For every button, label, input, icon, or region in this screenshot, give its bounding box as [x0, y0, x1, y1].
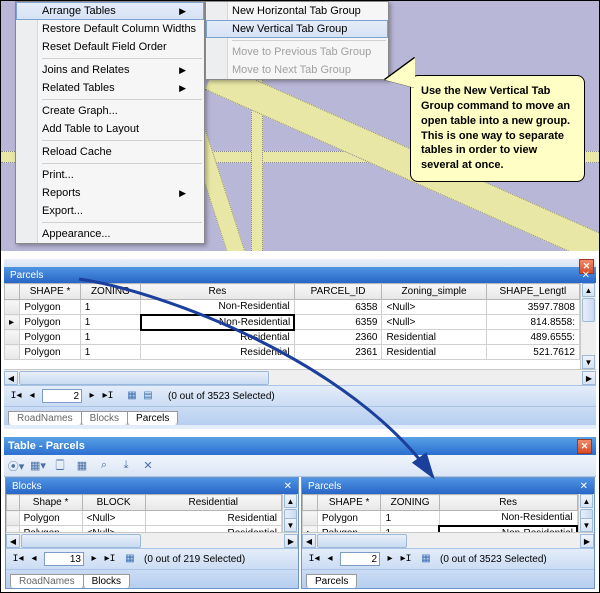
tool-find-icon[interactable]: ⌕ [96, 458, 112, 474]
menu-item[interactable]: Restore Default Column Widths [16, 20, 204, 38]
tab-roadnames[interactable]: RoadNames [8, 411, 82, 425]
menu-item[interactable]: Export... [16, 202, 204, 220]
tab-header-parcels[interactable]: Parcels✕ [4, 267, 596, 283]
menu-item[interactable]: Reports▶ [16, 184, 204, 202]
tab-header-blocks[interactable]: Blocks✕ [6, 478, 298, 494]
bottom-window: Table - Parcels ✕ ⦿▾ ▦▾ 🀆 ▦ ⌕ ⤓ ✕ Blocks… [4, 437, 596, 589]
tab-blocks[interactable]: Blocks [81, 411, 128, 425]
tab-blocks[interactable]: Blocks [83, 574, 130, 588]
menu-item[interactable]: Print... [16, 166, 204, 184]
close-icon[interactable]: ✕ [577, 439, 592, 454]
menu-item[interactable]: Appearance... [16, 225, 204, 243]
hscroll[interactable]: ◀▶ [4, 369, 596, 385]
menu-item[interactable]: Reset Default Field Order [16, 38, 204, 56]
menu-item[interactable]: New Vertical Tab Group [206, 20, 388, 38]
grid-parcels-top[interactable]: SHAPE *ZONINGResPARCEL_IDZoning_simpleSH… [4, 283, 596, 369]
page-input[interactable] [42, 389, 82, 403]
selection-status: (0 out of 3523 Selected) [168, 391, 275, 402]
menu-item[interactable]: New Horizontal Tab Group [206, 2, 388, 20]
record-nav[interactable]: I◂◂ ▸▸I ▦ ▤ (0 out of 3523 Selected) [4, 385, 596, 407]
menu-item[interactable]: Related Tables▶ [16, 79, 204, 97]
page-input[interactable] [340, 552, 380, 566]
tab-close-icon[interactable]: ✕ [582, 270, 590, 281]
menu-item: Move to Next Tab Group [206, 61, 388, 79]
tab-parcels[interactable]: Parcels [127, 411, 178, 425]
right-pane: Parcels✕ SHAPE *ZONINGResPolygon1Non-Res… [301, 477, 595, 589]
tab-header-parcels[interactable]: Parcels✕ [302, 478, 594, 494]
menu-item[interactable]: Create Graph... [16, 102, 204, 120]
menu-item[interactable]: Add Table to Layout [16, 120, 204, 138]
menu-item[interactable]: Arrange Tables▶ [16, 2, 204, 20]
selection-status: (0 out of 219 Selected) [144, 554, 245, 565]
tool-close-icon[interactable]: ✕ [140, 458, 156, 474]
page-input[interactable] [44, 552, 84, 566]
selection-status: (0 out of 3523 Selected) [440, 554, 547, 565]
context-menu-main[interactable]: Arrange Tables▶Restore Default Column Wi… [15, 1, 205, 244]
menu-item: Move to Previous Tab Group [206, 43, 388, 61]
menu-item[interactable]: Reload Cache [16, 143, 204, 161]
left-pane: Blocks✕ Shape *BLOCKResidentialPolygon<N… [5, 477, 299, 589]
tool-dropdown-icon[interactable]: ⦿▾ [8, 458, 24, 474]
context-menu-arrange-tables[interactable]: New Horizontal Tab GroupNew Vertical Tab… [205, 1, 389, 80]
menu-item[interactable]: Joins and Relates▶ [16, 61, 204, 79]
callout-help: Use the New Vertical Tab Group command t… [410, 75, 585, 182]
toolbar[interactable]: ⦿▾ ▦▾ 🀆 ▦ ⌕ ⤓ ✕ [4, 455, 596, 477]
tool-related-icon[interactable]: ▦ [74, 458, 90, 474]
tool-select-icon[interactable]: 🀆 [52, 458, 68, 474]
tool-grid-icon[interactable]: ▦▾ [30, 458, 46, 474]
grid-blocks[interactable]: Shape *BLOCKResidentialPolygon<Null>Resi… [6, 494, 298, 532]
grid-parcels-bot[interactable]: SHAPE *ZONINGResPolygon1Non-Residential▸… [302, 494, 594, 532]
table-tabs[interactable]: RoadNamesBlocksParcels [4, 407, 596, 425]
tool-export-icon[interactable]: ⤓ [118, 458, 134, 474]
tab-roadnames[interactable]: RoadNames [10, 574, 84, 588]
tab-parcels[interactable]: Parcels [306, 574, 357, 588]
top-table-panel: ✕ Parcels✕ SHAPE *ZONINGResPARCEL_IDZoni… [4, 259, 596, 429]
window-title-bar[interactable]: Table - Parcels ✕ [4, 437, 596, 455]
